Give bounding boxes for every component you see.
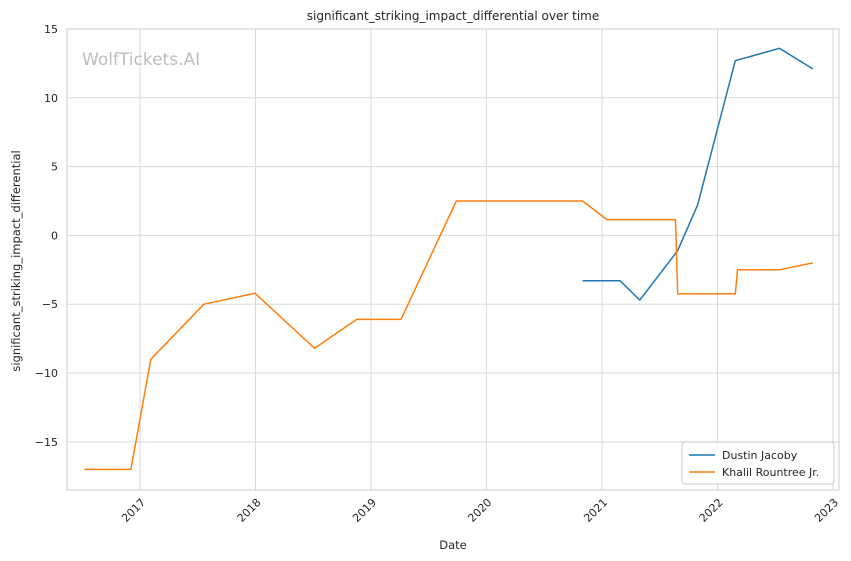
chart-title: significant_striking_impact_differential… [307,9,599,23]
y-axis-label: significant_striking_impact_differential [9,150,23,371]
x-tick-label: 2023 [812,496,841,525]
legend-box [681,441,835,485]
x-tick-label: 2019 [350,496,379,525]
x-tick-label: 2017 [119,496,148,525]
series-line-dustin-jacoby [582,47,814,301]
series-line-khalil-rountree-jr [84,200,813,471]
x-tick-labels: 2017 2018 2019 2020 2021 2022 2023 [119,496,841,525]
x-axis-label: Date [439,538,467,552]
y-tick-label: −5 [42,298,58,311]
legend: Dustin Jacoby Khalil Rountree Jr. [681,441,835,485]
y-tick-label: 0 [51,229,58,242]
y-tick-label: −10 [35,367,58,380]
series-lines [84,47,814,471]
y-tick-label: −15 [35,436,58,449]
y-tick-label: 10 [44,92,58,105]
y-tick-labels: −15 −10 −5 0 5 10 15 [35,23,58,449]
y-tick-label: 15 [44,23,58,36]
watermark: WolfTickets.AI [82,50,200,70]
x-tick-label: 2018 [235,496,264,525]
legend-entry: Khalil Rountree Jr. [722,466,819,479]
y-tick-label: 5 [51,161,58,174]
x-tick-label: 2021 [581,496,610,525]
legend-entry: Dustin Jacoby [722,449,798,462]
x-tick-label: 2022 [697,496,726,525]
gridlines [67,28,839,490]
plot-frame [66,28,840,491]
x-tick-label: 2020 [465,496,494,525]
